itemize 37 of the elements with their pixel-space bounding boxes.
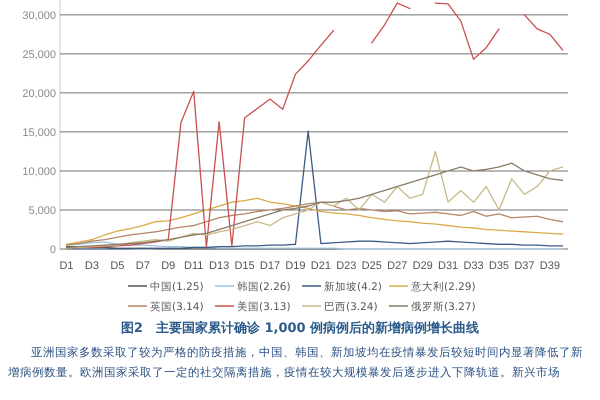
text: 图2 主要国家累计确诊 1,000 例病例后的新增病例增长曲线 bbox=[120, 320, 480, 336]
y-tick-label: 30,000 bbox=[22, 10, 56, 22]
x-tick-label: D11 bbox=[184, 260, 204, 272]
legend-label: 英国(3.14) bbox=[150, 300, 204, 313]
x-tick-label: D35 bbox=[488, 260, 510, 272]
x-tick-label: D33 bbox=[463, 260, 484, 272]
x-tick-label: D31 bbox=[438, 260, 458, 272]
x-tick-label: D25 bbox=[362, 260, 382, 272]
x-tick-label: D37 bbox=[514, 260, 535, 272]
x-tick-label: D29 bbox=[412, 260, 433, 272]
legend-label: 新加坡(4.2) bbox=[324, 280, 382, 293]
y-tick-label: 20,000 bbox=[22, 88, 56, 100]
x-tick-label: D1 bbox=[59, 260, 74, 272]
x-tick-label: D3 bbox=[84, 260, 99, 272]
y-tick-label: 10,000 bbox=[22, 166, 56, 178]
text: 亚洲国家多数采取了较为严格的防疫措施，中国、韩国、新加坡均在疫情暴发后较短时间内显著降低了新增病例数量。欧洲国家采取了一定的社交隔离措施，疫情在较大规模暴发后逐步进入下降轨道。新兴市场 bbox=[8, 344, 584, 381]
x-tick-label: D27 bbox=[387, 260, 408, 272]
x-tick-label: D7 bbox=[136, 260, 150, 272]
legend-label: 美国(3.13) bbox=[237, 300, 291, 313]
y-tick-label: 15,000 bbox=[22, 126, 56, 139]
legend-label: 中国(1.25) bbox=[150, 280, 204, 293]
x-tick-label: D17 bbox=[260, 260, 280, 272]
x-tick-label: D19 bbox=[285, 260, 306, 272]
legend-label: 韩国(2.26) bbox=[237, 280, 291, 293]
y-tick-label: 25,000 bbox=[22, 48, 56, 61]
x-tick-label: D5 bbox=[110, 260, 124, 272]
x-tick-label: D23 bbox=[336, 260, 356, 272]
legend-label: 巴西(3.24) bbox=[324, 301, 378, 313]
x-tick-label: D13 bbox=[209, 260, 230, 272]
x-tick-label: D39 bbox=[540, 260, 560, 272]
legend-label: 俄罗斯(3.27) bbox=[411, 300, 476, 313]
legend-label: 意大利(2.29) bbox=[410, 280, 476, 293]
y-tick-label: 5,000 bbox=[28, 204, 56, 217]
x-tick-label: D15 bbox=[234, 260, 255, 272]
x-tick-label: D9 bbox=[161, 260, 176, 272]
x-tick-label: D21 bbox=[310, 260, 331, 272]
y-tick-label: 0 bbox=[50, 244, 56, 256]
